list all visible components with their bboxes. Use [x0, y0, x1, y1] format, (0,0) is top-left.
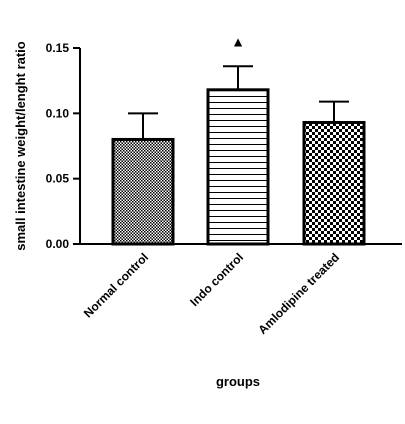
bar [302, 120, 366, 246]
category-label: Normal control [81, 250, 151, 320]
y-axis-title: small intestine weight/lenght ratio [13, 41, 28, 251]
significance-marker: ▲ [231, 33, 245, 49]
category-label: Indo control [187, 250, 246, 309]
bar [206, 88, 270, 246]
category-label: Amlodipine treated [255, 250, 342, 337]
y-tick-label: 0.15 [46, 41, 70, 55]
x-axis-title: groups [216, 374, 260, 389]
y-tick-label: 0.10 [46, 106, 70, 120]
y-tick-label: 0.00 [46, 237, 70, 251]
y-tick-label: 0.05 [46, 172, 70, 186]
bar [111, 137, 175, 246]
